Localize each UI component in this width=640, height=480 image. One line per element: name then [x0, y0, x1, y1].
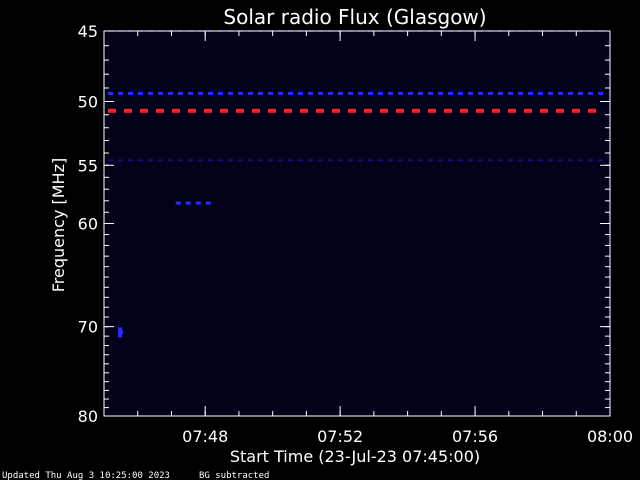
y-tick-label-3: 60 [78, 215, 98, 234]
x-axis: 07:48 07:52 07:56 08:00 [137, 31, 633, 446]
y-tick-label-4: 70 [78, 318, 98, 337]
band-2 [108, 108, 596, 113]
band-4 [175, 201, 211, 205]
y-tick-label-5: 80 [78, 407, 98, 426]
plot-area [104, 31, 610, 416]
chart-title: Solar radio Flux (Glasgow) [223, 5, 486, 29]
band-1 [108, 91, 603, 95]
x-tick-label-0: 07:48 [182, 427, 228, 446]
x-tick-label-1: 07:52 [317, 427, 363, 446]
x-axis-label: Start Time (23-Jul-23 07:45:00) [230, 447, 480, 466]
background-note: BG subtracted [199, 471, 269, 480]
band-3 [108, 159, 603, 162]
y-tick-label-0: 45 [78, 22, 98, 41]
y-axis-label: Frequency [MHz] [49, 158, 68, 292]
y-axis: 45 50 55 60 70 80 [78, 22, 610, 426]
updated-timestamp: Updated Thu Aug 3 10:25:00 2023 [2, 471, 170, 480]
y-tick-label-1: 50 [78, 93, 98, 112]
y-tick-label-2: 55 [78, 156, 98, 175]
x-tick-label-3: 08:00 [587, 427, 633, 446]
band-5 [118, 327, 123, 338]
x-tick-label-2: 07:56 [452, 427, 498, 446]
